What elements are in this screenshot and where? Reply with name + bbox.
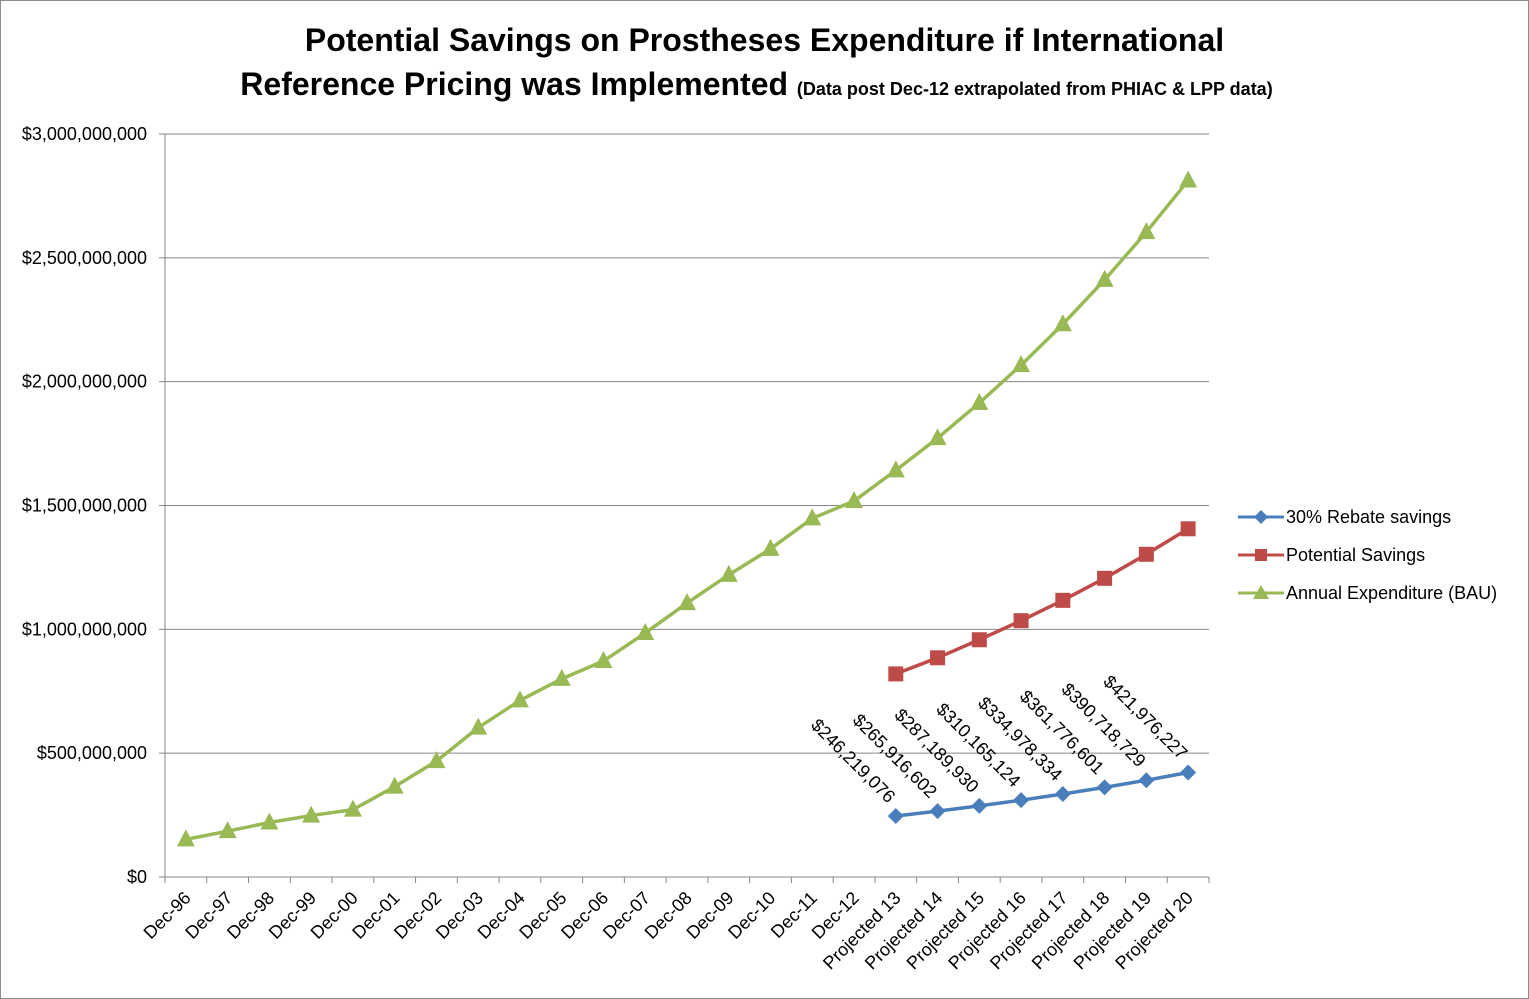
data-point-triangle	[302, 805, 321, 823]
data-point-diamond	[1013, 792, 1030, 809]
y-axis-tick-labels: $0 $500,000,000 $1,000,000,000 $1,500,000,0…	[22, 124, 147, 887]
data-point-diamond	[1054, 786, 1071, 803]
data-point-triangle	[1053, 314, 1072, 332]
data-point-square	[971, 632, 987, 648]
data-point-triangle	[176, 829, 195, 847]
data-point-triangle	[970, 392, 989, 410]
data-point-diamond	[929, 803, 946, 820]
data-point-triangle	[678, 593, 696, 611]
y-tick-label: $1,000,000,000	[22, 619, 147, 639]
data-point-triangle	[803, 508, 822, 526]
data-point-diamond	[1096, 779, 1113, 796]
data-point-triangle	[343, 799, 362, 817]
legend: 30% Rebate savings Potential Savings Ann…	[1238, 500, 1497, 614]
series-potential-savings	[888, 521, 1196, 682]
data-point-triangle	[218, 821, 237, 839]
legend-label-potential-savings: Potential Savings	[1286, 545, 1426, 565]
data-labels: $246,219,076$265,916,602$287,189,930$310…	[807, 671, 1191, 807]
legend-triangle-marker-icon	[1238, 585, 1284, 599]
y-tick-label: $2,000,000,000	[22, 372, 147, 392]
chart-title-line-1: Potential Savings on Prostheses Expendit…	[304, 22, 1225, 58]
y-tick-label: $2,500,000,000	[22, 248, 147, 268]
data-point-square	[1013, 613, 1029, 629]
data-point-square	[1055, 592, 1071, 608]
data-point-square	[1180, 521, 1196, 537]
data-point-square	[1097, 570, 1113, 586]
legend-label-rebate-savings: 30% Rebate savings	[1286, 507, 1452, 527]
series	[176, 170, 1198, 847]
data-label: $246,219,076	[807, 715, 899, 807]
data-point-diamond	[1138, 772, 1155, 789]
data-label: $421,976,227	[1099, 671, 1191, 763]
data-point-triangle	[928, 428, 947, 446]
legend-diamond-marker-icon	[1238, 510, 1284, 524]
y-tick-label: $500,000,000	[37, 743, 147, 763]
data-point-triangle	[1137, 222, 1156, 240]
x-tick-label: Dec-10	[724, 888, 779, 943]
chart-subtitle: (Data post Dec-12 extrapolated from PHIA…	[796, 79, 1273, 99]
data-point-diamond	[887, 808, 904, 825]
data-point-triangle	[886, 460, 905, 478]
legend-item-potential-savings: Potential Savings	[1238, 538, 1497, 576]
legend-label-annual-expenditure: Annual Expenditure (BAU)	[1286, 583, 1498, 603]
data-point-triangle	[636, 623, 655, 641]
data-point-triangle	[719, 564, 738, 582]
legend-square-marker-icon	[1238, 549, 1284, 561]
data-label: $334,978,334	[974, 693, 1066, 785]
series-30-rebate-savings	[887, 764, 1197, 825]
data-point-triangle	[260, 812, 279, 830]
data-point-triangle	[385, 776, 404, 794]
series-line	[185, 179, 1190, 842]
data-point-triangle	[1012, 355, 1031, 373]
data-point-triangle	[761, 538, 780, 556]
data-point-triangle	[594, 651, 613, 669]
axes	[159, 133, 1210, 883]
legend-item-annual-expenditure: Annual Expenditure (BAU)	[1238, 576, 1497, 614]
data-point-triangle	[510, 690, 529, 708]
y-tick-label: $0	[127, 867, 147, 887]
data-point-diamond	[1180, 764, 1197, 781]
chart-title-line-2-main: Reference Pricing was Implemented	[240, 66, 789, 102]
data-point-diamond	[971, 797, 988, 814]
data-point-triangle	[845, 491, 864, 509]
data-point-triangle	[1095, 269, 1114, 287]
y-tick-label: $3,000,000,000	[22, 124, 147, 144]
y-tick-label: $1,500,000,000	[22, 496, 147, 516]
series-annual-expenditure-bau	[176, 170, 1198, 847]
chart-title-line-2: Reference Pricing was Implemented (Data …	[0, 66, 1521, 103]
data-point-triangle	[427, 751, 446, 769]
data-point-triangle	[1179, 170, 1198, 188]
x-axis-tick-labels: Dec-96Dec-97Dec-98Dec-99Dec-00Dec-01Dec-…	[140, 888, 1197, 974]
gridlines	[165, 133, 1209, 754]
legend-item-rebate-savings: 30% Rebate savings	[1238, 500, 1497, 538]
data-point-square	[930, 650, 946, 666]
data-point-square	[888, 666, 904, 682]
data-point-triangle	[469, 717, 488, 735]
data-point-triangle	[552, 668, 571, 686]
data-point-square	[1138, 546, 1154, 562]
